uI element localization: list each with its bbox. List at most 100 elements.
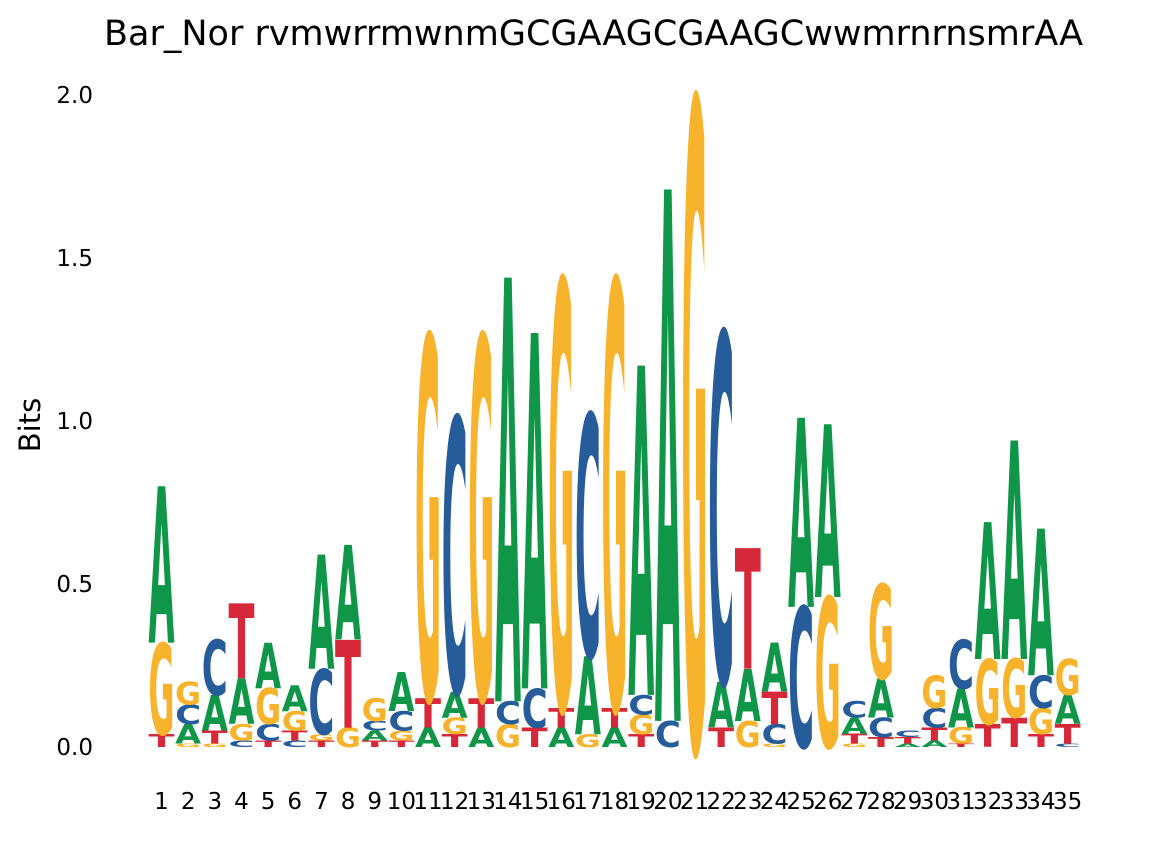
logo-letter-T: T (628, 731, 655, 752)
logo-letter-T: T (1028, 731, 1055, 752)
logo-letter-A: A (895, 743, 922, 748)
logo-letter-C: C (388, 707, 414, 738)
x-tick-label: 19 (627, 789, 656, 815)
x-tick-label: 26 (813, 789, 842, 815)
logo-letter-A: A (868, 667, 894, 731)
x-tick-label: 8 (341, 789, 356, 815)
logo-letter-A: A (202, 685, 228, 742)
logo-letter-T: T (522, 722, 549, 754)
x-tick-label: 11 (413, 789, 442, 815)
logo-letter-C: C (522, 678, 548, 741)
logo-letter-C: C (228, 739, 254, 749)
logo-letter-C: C (1055, 743, 1081, 748)
logo-letter-C: C (175, 700, 201, 731)
x-tick-label: 13 (467, 789, 496, 815)
x-tick-label: 21 (680, 789, 709, 815)
y-tick-label: 0.5 (56, 572, 93, 598)
logo-letter-T: T (1001, 711, 1027, 757)
x-tick-label: 1 (154, 789, 169, 815)
y-axis-label: Bits (13, 398, 47, 452)
logo-letter-T: T (1055, 719, 1082, 751)
logo-letter-T: T (255, 739, 281, 750)
logo-letter-G: G (468, 238, 494, 815)
logo-letter-T: T (602, 702, 629, 734)
x-tick-label: 31 (946, 789, 975, 815)
logo-letter-T: T (921, 724, 948, 745)
logo-letter-A: A (468, 723, 495, 754)
x-tick-label: 14 (493, 789, 522, 815)
x-tick-label: 22 (707, 789, 736, 815)
logo-letter-C: C (308, 652, 334, 756)
x-tick-label: 24 (760, 789, 789, 815)
logo-letter-T: T (761, 682, 788, 735)
logo-letter-G: G (735, 714, 761, 755)
x-tick-label: 9 (367, 789, 382, 815)
logo-letter-A: A (708, 669, 734, 743)
logo-letter-C: C (921, 704, 947, 735)
logo-letter-A: A (442, 686, 468, 727)
x-tick-label: 2 (181, 789, 196, 815)
logo-letter-G: G (202, 743, 228, 748)
y-axis-ticks: 0.0 0.5 1.0 1.5 2.0 (56, 83, 93, 761)
logo-letter-A: A (495, 163, 521, 839)
x-axis-ticks: 1 2 3 4 5 6 7 8 9 1011121314151617181920212223242… (154, 789, 1082, 815)
logo-letter-A: A (1055, 687, 1081, 734)
logo-letter-T: T (841, 731, 868, 747)
logo-letter-C: C (282, 739, 308, 749)
logo-letter-G: G (228, 721, 254, 746)
logo-letter-G: G (495, 719, 521, 755)
logo-letter-T: T (948, 743, 975, 748)
logo-letter-C: C (895, 729, 921, 739)
logo-letter-G: G (868, 559, 894, 710)
logo-letter-T: T (308, 739, 334, 750)
x-tick-label: 5 (261, 789, 276, 815)
logo-letter-G: G (575, 731, 601, 752)
logo-letter-A: A (761, 630, 787, 708)
logo-letter-C: C (708, 239, 734, 796)
logo-letter-A: A (388, 661, 414, 725)
x-tick-label: 20 (653, 789, 682, 815)
logo-letter-G: G (975, 642, 1001, 746)
logo-letter-G: G (815, 556, 841, 796)
logo-letter-T: T (415, 691, 441, 737)
logo-letter-C: C (1028, 667, 1054, 719)
logo-letter-G: G (841, 743, 867, 748)
logo-letter-A: A (1001, 382, 1027, 731)
logo-letter-A: A (602, 723, 629, 754)
y-tick-label: 1.0 (56, 409, 93, 435)
logo-letter-G: G (628, 709, 654, 740)
logo-letter-G: G (308, 732, 334, 742)
logo-letter-T: T (975, 719, 1001, 755)
logo-letter-G: G (175, 743, 201, 748)
x-tick-label: 16 (547, 789, 576, 815)
logo-letter-T: T (362, 739, 388, 750)
logo-letter-G: G (415, 238, 441, 815)
logo-letter-T: T (149, 731, 176, 752)
logo-letter-G: G (1001, 644, 1027, 737)
logo-letter-A: A (335, 520, 361, 671)
y-tick-label: 1.5 (56, 246, 93, 272)
logo-letter-A: A (841, 714, 867, 740)
logo-letter-C: C (255, 720, 281, 746)
x-tick-label: 10 (387, 789, 416, 815)
logo-letter-A: A (415, 723, 442, 754)
logo-letter-A: A (175, 720, 202, 751)
x-tick-label: 28 (866, 789, 895, 815)
logo-letter-C: C (761, 720, 787, 751)
logo-letter-C: C (202, 624, 228, 712)
logo-letter-C: C (841, 697, 867, 723)
logo-letter-A: A (362, 728, 388, 744)
logo-letter-stacks: TGAGACGGTACCGATTCGACTGATGCAGTATACGTGCAAT… (149, 0, 1082, 865)
logo-letter-G: G (255, 679, 281, 736)
logo-letter-A: A (548, 723, 575, 754)
x-tick-label: 18 (600, 789, 629, 815)
logo-letter-T: T (442, 731, 469, 752)
x-tick-label: 12 (440, 789, 469, 815)
logo-letter-G: G (335, 722, 361, 753)
logo-letter-G: G (1055, 650, 1081, 707)
logo-letter-T: T (202, 728, 229, 749)
logo-letter-T: T (548, 702, 575, 734)
logo-letter-C: C (362, 719, 388, 735)
logo-letter-A: A (575, 634, 601, 760)
x-tick-label: 27 (840, 789, 869, 815)
